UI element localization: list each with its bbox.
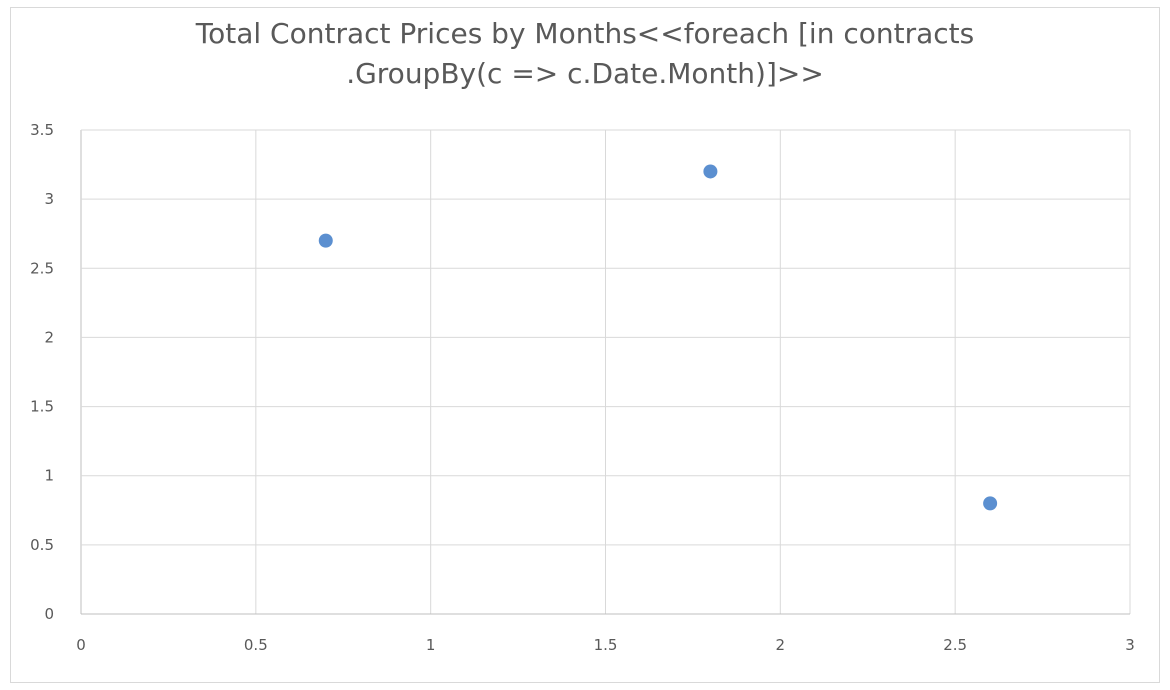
chart-title: Total Contract Prices by Months<<foreach… — [0, 14, 1170, 94]
data-point — [318, 233, 333, 248]
x-tick-label: 1 — [426, 636, 436, 654]
x-tick-label: 3 — [1125, 636, 1135, 654]
y-tick-label: 3.5 — [30, 121, 54, 139]
chart-title-line-1: Total Contract Prices by Months<<foreach… — [195, 17, 975, 50]
y-tick-label: 2 — [44, 328, 54, 346]
x-tick-label: 2 — [776, 636, 786, 654]
y-tick-label: 2.5 — [30, 259, 54, 277]
x-tick-label: 1.5 — [594, 636, 618, 654]
y-tick-label: 1.5 — [30, 398, 54, 416]
y-tick-label: 0.5 — [30, 536, 54, 554]
x-tick-label: 0.5 — [244, 636, 268, 654]
y-tick-label: 3 — [44, 190, 54, 208]
data-point — [983, 496, 998, 511]
data-point — [703, 164, 718, 179]
y-tick-label: 1 — [44, 467, 54, 485]
chart-title-line-2: .GroupBy(c => c.Date.Month)]>> — [346, 57, 824, 90]
y-tick-label: 0 — [44, 605, 54, 623]
x-tick-label: 0 — [76, 636, 86, 654]
chart-frame — [10, 7, 1160, 683]
x-tick-label: 2.5 — [943, 636, 967, 654]
